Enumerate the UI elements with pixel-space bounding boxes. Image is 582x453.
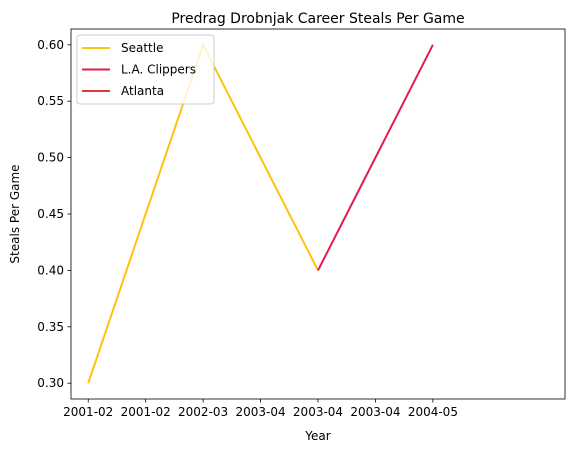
y-tick-label: 0.55 <box>37 94 64 108</box>
x-tick-label: 2004-05 <box>408 405 458 419</box>
x-axis-ticks: 2001-02 2001-02 2002-03 2003-04 2003-04 2003-… <box>63 399 458 419</box>
y-tick-label: 0.40 <box>37 263 64 277</box>
y-tick-label: 0.50 <box>37 151 64 165</box>
y-axis-ticks: 0.30 0.35 0.40 0.45 0.50 0.55 0.60 <box>37 38 71 390</box>
legend-frame <box>76 34 215 105</box>
y-tick-label: 0.35 <box>37 320 64 334</box>
x-tick-label: 2001-02 <box>121 405 171 419</box>
y-axis-label: Steals Per Game <box>8 164 22 263</box>
y-tick-label: 0.60 <box>37 38 64 52</box>
x-tick-label: 2003-04 <box>235 405 285 419</box>
legend: Seattle L.A. Clippers Atlanta <box>76 34 215 105</box>
y-tick-label: 0.45 <box>37 207 64 221</box>
legend-label: Atlanta <box>121 84 164 98</box>
x-tick-label: 2003-04 <box>350 405 400 419</box>
series-line-1 <box>317 44 434 271</box>
y-tick-label: 0.30 <box>37 376 64 390</box>
legend-label: L.A. Clippers <box>121 63 196 77</box>
x-tick-label: 2002-03 <box>178 405 228 419</box>
x-tick-label: 2003-04 <box>293 405 343 419</box>
x-tick-label: 2001-02 <box>63 405 113 419</box>
chart-title: Predrag Drobnjak Career Steals Per Game <box>171 11 464 27</box>
x-axis-label: Year <box>304 429 330 443</box>
legend-label: Seattle <box>121 41 163 55</box>
